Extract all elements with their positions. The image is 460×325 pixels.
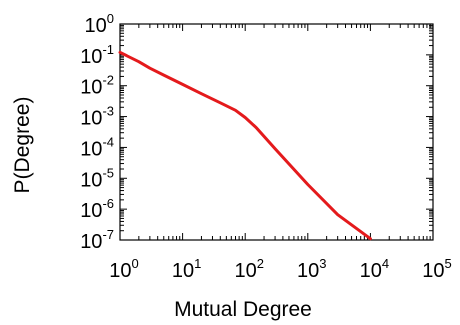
y-tick-label: 100: [85, 11, 114, 37]
y-tick-label: 10-3: [80, 104, 114, 130]
x-tick-labels: 100 101 102 103 104 105: [109, 256, 451, 282]
series-line-1: [118, 50, 372, 241]
axis-ticks: [119, 23, 434, 241]
series-layer: [118, 50, 372, 241]
y-axis-label: P(Degree): [11, 97, 34, 194]
y-tick-label: 10-5: [80, 165, 114, 191]
x-tick-label: 102: [234, 256, 263, 282]
y-tick-label: 10-7: [80, 227, 114, 253]
x-tick-label: 103: [297, 256, 326, 282]
y-tick-label: 10-4: [80, 134, 114, 160]
x-tick-label: 105: [422, 256, 451, 282]
x-axis-label: Mutual Degree: [174, 298, 312, 321]
plot-frame: [119, 23, 434, 241]
plot-border: [119, 23, 434, 241]
y-tick-label: 10-1: [80, 42, 114, 68]
x-tick-label: 100: [109, 256, 138, 282]
x-tick-label: 101: [172, 256, 201, 282]
y-tick-label: 10-2: [80, 73, 114, 99]
y-tick-label: 10-6: [80, 196, 114, 222]
y-tick-labels: 100 10-1 10-2 10-3 10-4 10-5 10-6 10-7: [80, 11, 114, 253]
x-tick-label: 104: [360, 256, 389, 282]
